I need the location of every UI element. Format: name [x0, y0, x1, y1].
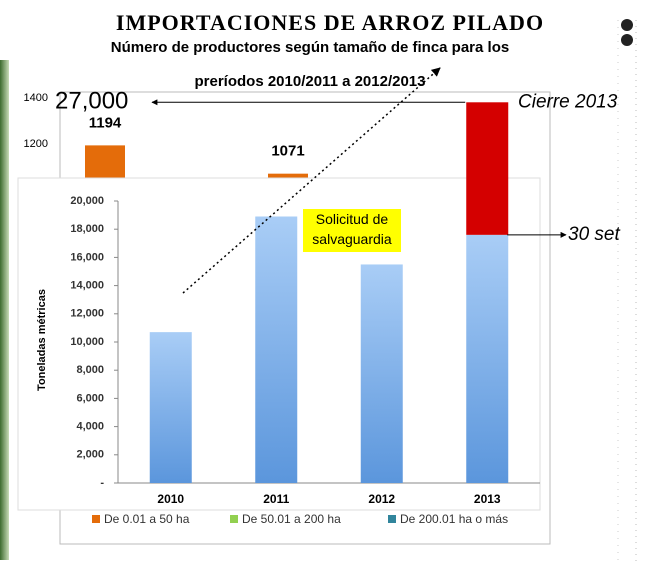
- decor-dot: [621, 19, 633, 31]
- decor-strip: [0, 60, 9, 560]
- annotation-line: salvaguardia: [312, 231, 392, 247]
- subtitle-line: preríodos 2010/2011 a 2012/2013: [194, 73, 425, 90]
- y-tick-label: -: [100, 477, 104, 489]
- annotation: Cierre 2013: [518, 91, 618, 112]
- legend-label: De 50.01 a 200 ha: [242, 512, 341, 526]
- y-tick-label: 8,000: [76, 364, 104, 376]
- y-tick-label: 10,000: [70, 336, 104, 348]
- legend-swatch: [388, 515, 396, 523]
- bar: [255, 216, 298, 483]
- y-axis-label: Toneladas métricas: [36, 289, 48, 391]
- y-tick-label: 4,000: [76, 421, 104, 433]
- subtitle-line: Número de productores según tamaño de fi…: [111, 39, 509, 56]
- y-tick-label: 16,000: [70, 251, 104, 263]
- bar: [466, 234, 509, 483]
- y-tick-label: 18,000: [70, 223, 104, 235]
- annotation: Solicitud de salvaguardia: [312, 211, 392, 247]
- data-label: 1194: [89, 114, 122, 131]
- annotation: 30 set: [568, 224, 620, 245]
- x-tick-label: 2012: [368, 492, 395, 506]
- y-tick-label: 1200: [24, 138, 48, 150]
- data-label: 1071: [271, 143, 304, 160]
- bar: [149, 332, 192, 483]
- x-tick-label: 2010: [157, 492, 184, 506]
- chart-title: IMPORTACIONES DE ARROZ PILADO: [116, 10, 544, 35]
- trend-arrow: [182, 67, 441, 294]
- y-tick-label: 14,000: [70, 280, 104, 292]
- legend-label: De 0.01 a 50 ha: [104, 512, 190, 526]
- bar: [466, 102, 509, 235]
- y-tick-label: 12,000: [70, 308, 104, 320]
- x-tick-label: 2013: [474, 492, 501, 506]
- chart-subtitle: Número de productores según tamaño de fi…: [111, 39, 509, 90]
- y-tick-label: 6,000: [76, 392, 104, 404]
- bar: [360, 264, 403, 483]
- annotation-line: Solicitud de: [316, 211, 389, 227]
- x-tick-label: 2011: [263, 492, 289, 506]
- y-tick-label: 2,000: [76, 449, 104, 461]
- legend-swatch: [230, 515, 238, 523]
- annotation: 27,000: [55, 88, 128, 115]
- annotation-box: [303, 209, 401, 252]
- y-tick-label: 20,000: [70, 195, 104, 207]
- y-tick-label: 1400: [24, 92, 48, 104]
- legend-swatch: [92, 515, 100, 523]
- decor-dot: [621, 34, 633, 46]
- legend-label: De 200.01 ha o más: [400, 512, 508, 526]
